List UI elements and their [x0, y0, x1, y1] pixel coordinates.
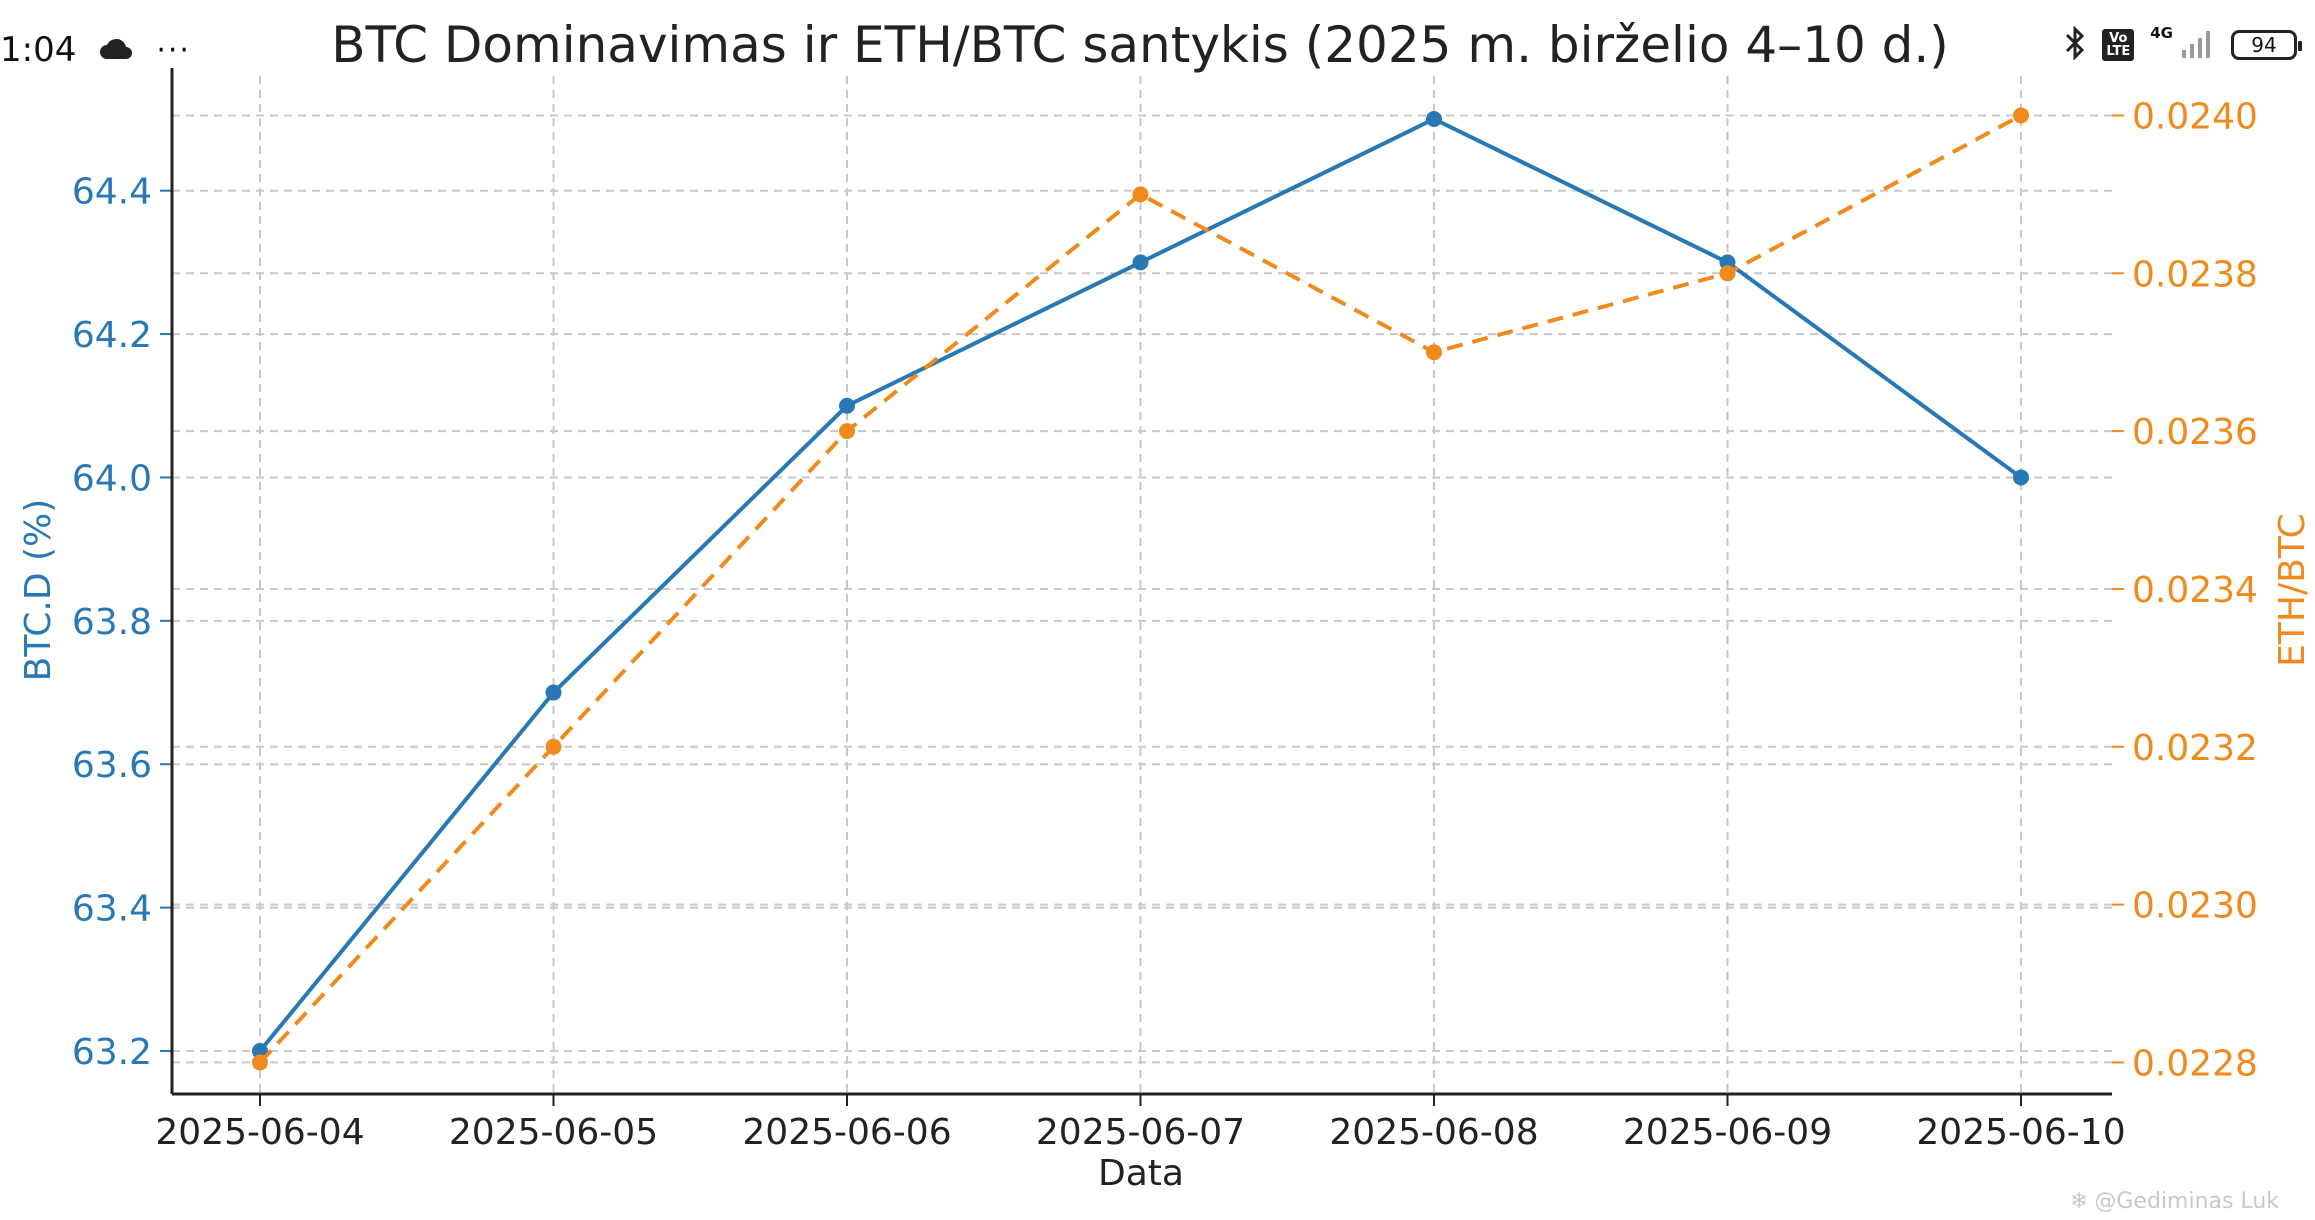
data-point-eth-btc	[1719, 265, 1736, 282]
status-bar-right: Vo LTE 4G 94	[2064, 24, 2302, 64]
volte-icon: Vo LTE	[2102, 29, 2135, 61]
watermark: ❄ @Gediminas Luk	[2070, 1189, 2279, 1214]
x-tick-label: 2025-06-08	[1329, 1112, 1538, 1153]
left-tick-label: 64.4	[72, 172, 152, 213]
battery-level: 94	[2251, 33, 2277, 57]
x-tick-label: 2025-06-04	[155, 1112, 364, 1153]
data-point-eth-btc	[1426, 344, 1442, 361]
data-point-eth-btc	[839, 423, 855, 440]
status-bar-left: 1:04 ···	[0, 30, 191, 70]
grid	[172, 76, 2112, 1094]
data-point-eth-btc	[1132, 186, 1149, 203]
left-tick-label: 63.8	[72, 602, 152, 643]
battery-icon: 94	[2231, 30, 2302, 60]
x-tick-label: 2025-06-09	[1623, 1112, 1832, 1153]
left-tick-label: 63.6	[72, 745, 152, 786]
data-point-eth-btc	[545, 738, 562, 755]
data-point-btc-dominance	[252, 1042, 268, 1059]
chart-title: BTC Dominavimas ir ETH/BTC santykis (202…	[331, 16, 1949, 74]
right-tick-label: 0.0230	[2132, 886, 2258, 927]
right-tick-label: 0.0228	[2132, 1043, 2258, 1084]
left-tick-label: 64.0	[72, 458, 152, 499]
right-axis-label: ETH/BTC	[2272, 513, 2313, 667]
data-point-btc-dominance	[1426, 111, 1442, 128]
right-tick-label: 0.0240	[2132, 96, 2258, 137]
more-dots-icon[interactable]: ···	[156, 32, 191, 68]
data-point-btc-dominance	[545, 684, 562, 701]
data-point-btc-dominance	[1132, 254, 1149, 271]
x-tick-label: 2025-06-10	[1916, 1112, 2125, 1153]
right-tick-label: 0.0232	[2132, 728, 2258, 769]
left-axis-label: BTC.D (%)	[18, 499, 59, 682]
network-type: 4G	[2150, 24, 2173, 42]
left-tick-label: 63.4	[72, 889, 152, 930]
watermark-text: @Gediminas Luk	[2094, 1189, 2279, 1214]
x-tick-label: 2025-06-05	[449, 1112, 658, 1153]
bluetooth-icon	[2064, 25, 2086, 64]
data-point-btc-dominance	[839, 397, 855, 414]
x-axis-label: Data	[1098, 1153, 1184, 1194]
left-tick-label: 64.2	[72, 315, 152, 356]
left-tick-label: 63.2	[72, 1032, 152, 1073]
watermark-icon: ❄	[2069, 1189, 2089, 1214]
right-tick-label: 0.0238	[2132, 254, 2258, 295]
status-time: 1:04	[0, 30, 77, 70]
signal-bars-icon	[2181, 28, 2215, 62]
data-point-btc-dominance	[2013, 469, 2029, 486]
x-tick-label: 2025-06-07	[1036, 1112, 1245, 1153]
x-tick-label: 2025-06-06	[742, 1112, 951, 1153]
right-tick-label: 0.0234	[2132, 570, 2258, 611]
cloud-icon	[98, 30, 134, 70]
data-point-eth-btc	[252, 1054, 268, 1071]
series-layer	[252, 107, 2029, 1071]
right-tick-label: 0.0236	[2132, 412, 2258, 453]
axes: 2025-06-04 2025-06-05 2025-06-06 2025-06-07…	[72, 68, 2258, 1153]
data-point-eth-btc	[2013, 107, 2029, 124]
